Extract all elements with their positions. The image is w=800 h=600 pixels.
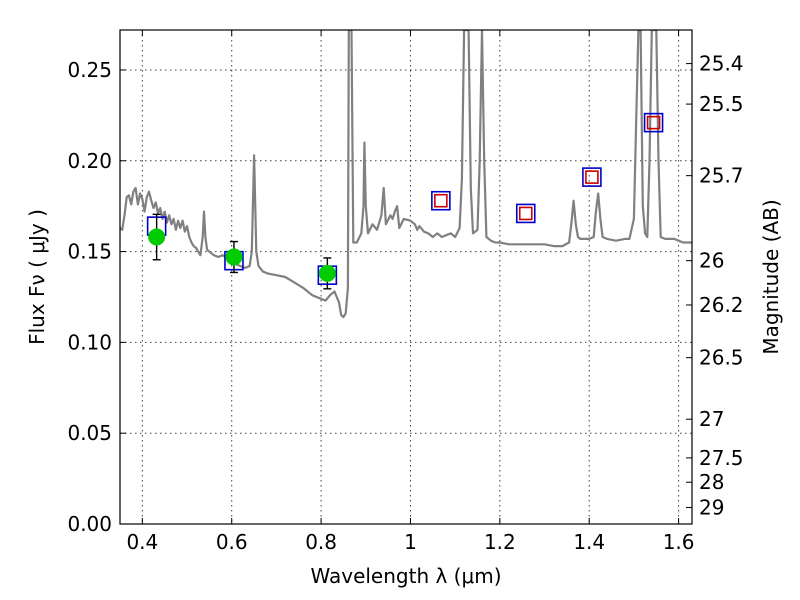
mag-tick-label: 25.7 [699, 164, 744, 188]
observed-flux-point [225, 248, 243, 266]
observed-flux-point [148, 228, 166, 246]
spectrum-line [120, 30, 692, 319]
y-tick-label: 0.25 [67, 58, 112, 82]
x-tick-label: 1.6 [663, 530, 695, 554]
mag-tick-label: 26.5 [699, 346, 744, 370]
model-flux-square [582, 167, 602, 187]
model-flux-square [646, 115, 661, 130]
y-axis-label: Flux Fν ( μJy ) [25, 209, 49, 345]
model-flux-square [434, 193, 448, 208]
mag-tick-label: 26.2 [699, 293, 744, 317]
y-axis-label-right: Magnitude (AB) [759, 199, 783, 354]
y-tick-label: 0.00 [67, 512, 112, 536]
y-tick-label: 0.05 [67, 421, 112, 445]
x-tick-label: 1.4 [573, 530, 605, 554]
mag-tick-label: 28 [699, 470, 724, 494]
y-tick-label: 0.20 [67, 149, 112, 173]
axes: 0.4 0.6 0.8 1 1.2 1.4 1.6 0.00 0.05 0.10 0.15 0.20 0… [67, 30, 744, 554]
plot-frame [119, 29, 693, 525]
x-tick-label: 1 [404, 530, 417, 554]
mag-tick-label: 27.5 [699, 446, 744, 470]
mag-tick-label: 29 [699, 495, 724, 519]
mag-tick-label: 26 [699, 249, 724, 273]
plot-area [120, 30, 692, 319]
observed-flux-point [318, 264, 336, 282]
x-tick-label: 0.6 [216, 530, 248, 554]
model-flux-square [585, 170, 599, 184]
model-flux-square [515, 203, 536, 224]
grid [120, 30, 692, 525]
mag-tick-label: 25.4 [699, 52, 744, 76]
mag-tick-label: 25.5 [699, 92, 744, 116]
x-tick-label: 0.4 [126, 530, 158, 554]
x-axis-label: Wavelength λ (μm) [310, 564, 501, 588]
y-tick-label: 0.15 [67, 240, 112, 264]
model-flux-square [431, 190, 451, 211]
x-tick-label: 0.8 [305, 530, 337, 554]
y-tick-label: 0.10 [67, 330, 112, 354]
model-flux-square [643, 112, 664, 133]
x-tick-label: 1.2 [484, 530, 516, 554]
markers [146, 112, 664, 290]
model-flux-square [518, 206, 533, 221]
mag-tick-label: 27 [699, 407, 724, 431]
